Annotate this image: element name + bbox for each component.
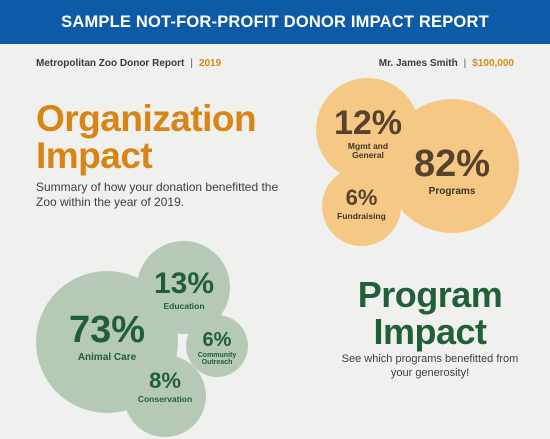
report-name: Metropolitan Zoo Donor Report xyxy=(36,58,185,69)
organization-summary: Summary of how your donation benefitted … xyxy=(36,180,279,209)
programs-value: 82% xyxy=(413,143,491,185)
animal-care-value: 73% xyxy=(68,309,146,351)
donation-amount: $100,000 xyxy=(472,58,514,69)
donor-meta: Mr. James Smith | $100,000 xyxy=(379,58,514,69)
community-outreach-stat: 6% Community Outreach xyxy=(186,330,248,367)
programs-bubble xyxy=(385,99,519,233)
education-label: Education xyxy=(163,301,205,311)
fundraising-stat: 6% Fundraising xyxy=(322,187,401,221)
community-outreach-label-line2: Outreach xyxy=(201,359,233,367)
mgmt-value: 12% xyxy=(333,104,403,142)
program-summary: See which programs benefitted from your … xyxy=(341,353,519,379)
programs-stat: 82% Programs xyxy=(388,145,516,198)
conservation-bubble xyxy=(124,355,206,437)
fundraising-label: Fundraising xyxy=(337,211,386,221)
program-heading-line2: Impact xyxy=(373,311,487,352)
education-stat: 13% Education xyxy=(140,269,228,311)
animal-care-label: Animal Care xyxy=(77,352,137,363)
report-banner: SAMPLE NOT-FOR-PROFIT DONOR IMPACT REPOR… xyxy=(0,0,550,44)
animal-care-stat: 73% Animal Care xyxy=(40,311,174,364)
program-heading-line1: Program xyxy=(357,274,503,315)
conservation-value: 8% xyxy=(149,368,181,393)
conservation-label: Conservation xyxy=(137,394,193,404)
conservation-stat: 8% Conservation xyxy=(124,370,206,404)
report-title: SAMPLE NOT-FOR-PROFIT DONOR IMPACT REPOR… xyxy=(61,12,489,31)
programs-label: Programs xyxy=(428,186,476,197)
organization-impact-heading: Organization Impact xyxy=(36,98,257,176)
meta-separator: | xyxy=(190,58,193,69)
organization-heading-line2: Impact xyxy=(36,135,153,176)
report-meta: Metropolitan Zoo Donor Report | 2019 xyxy=(36,58,221,69)
education-value: 13% xyxy=(153,267,215,300)
organization-heading-line1: Organization xyxy=(36,98,257,139)
mgmt-stat: 12% Mgmt and General xyxy=(318,106,418,160)
mgmt-label-line1: Mgmt and xyxy=(347,141,389,151)
mgmt-label-line2: General xyxy=(352,149,384,160)
community-outreach-value: 6% xyxy=(202,329,232,351)
community-outreach-label-line1: Community xyxy=(197,352,237,359)
donor-name: Mr. James Smith xyxy=(378,58,458,69)
report-year: 2019 xyxy=(198,58,222,69)
program-impact-heading: Program Impact xyxy=(355,276,505,350)
community-outreach-bubble xyxy=(186,315,248,377)
fundraising-value: 6% xyxy=(345,185,378,210)
meta-separator: | xyxy=(463,58,467,69)
